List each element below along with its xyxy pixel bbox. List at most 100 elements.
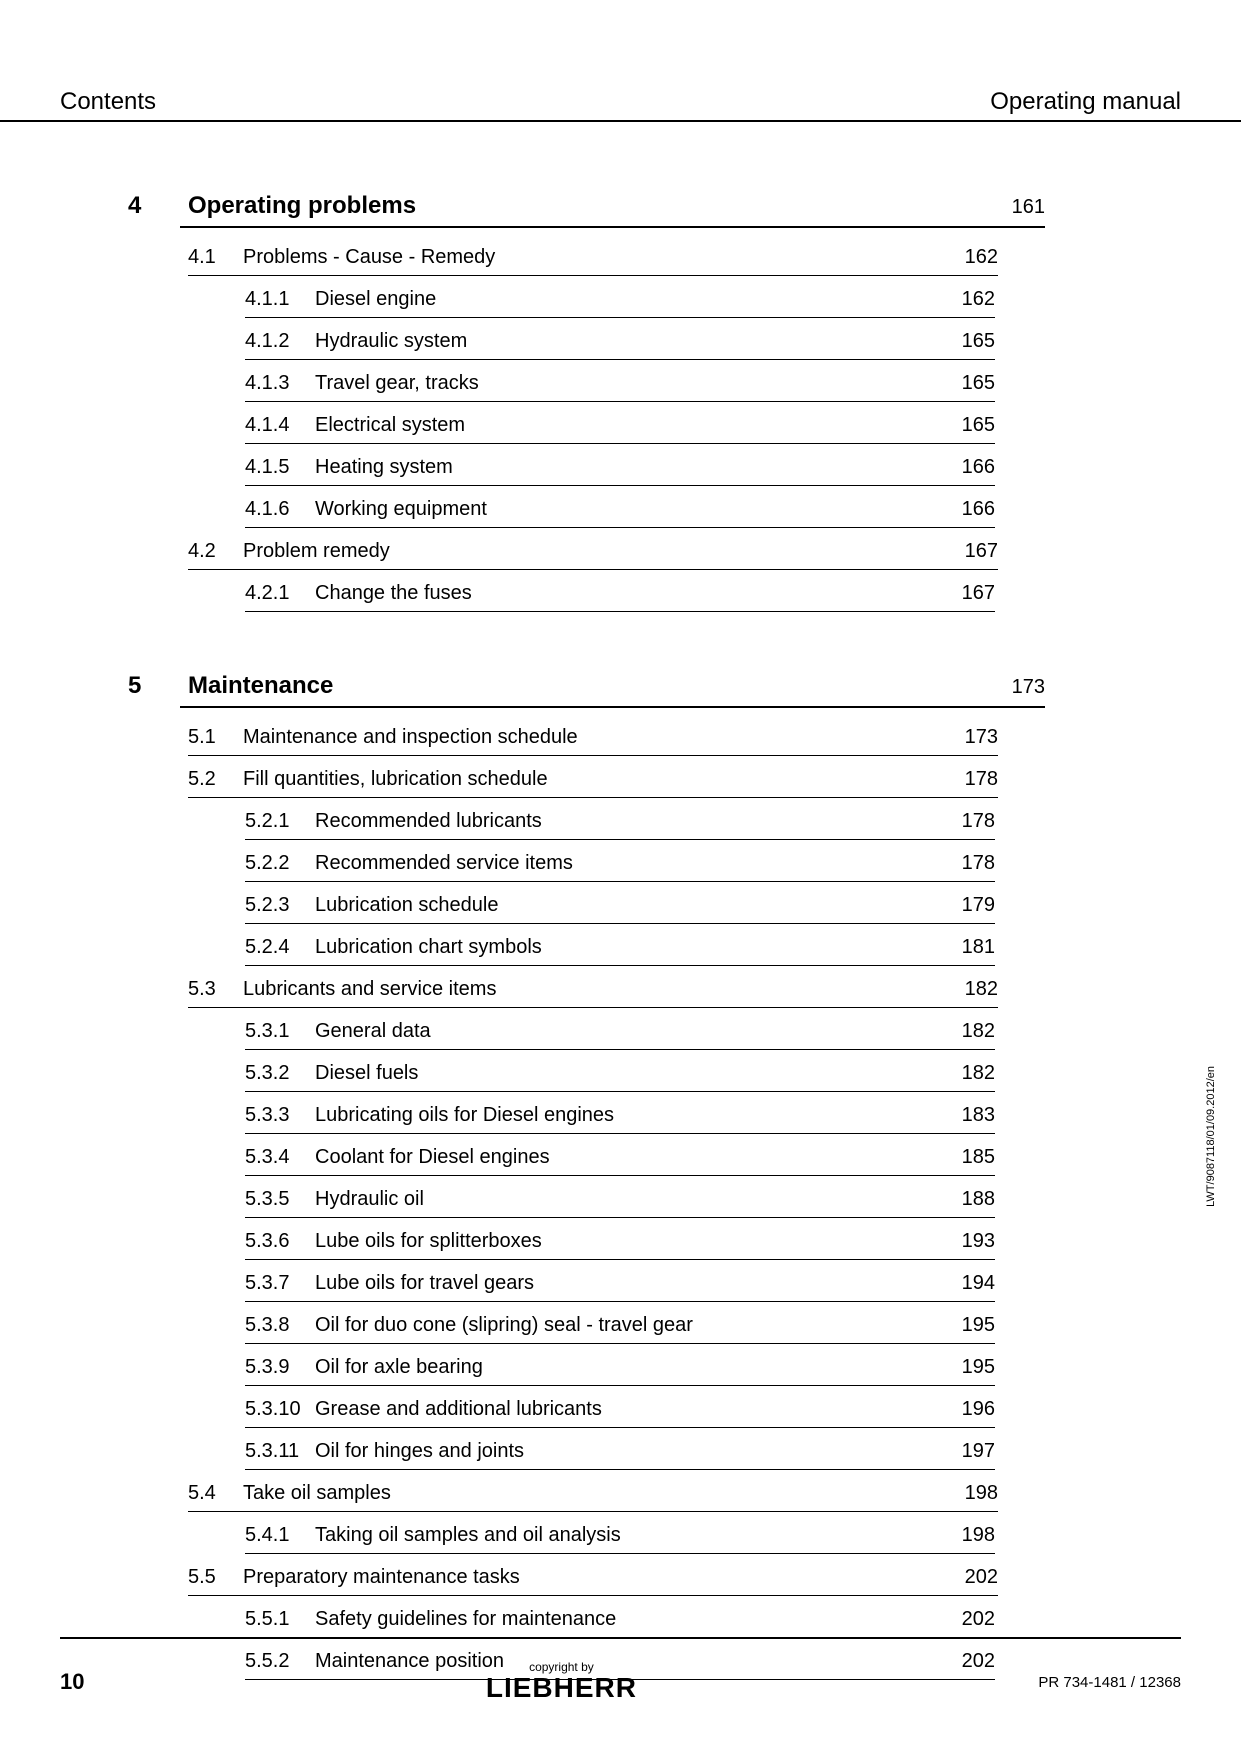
section-num: 5.2: [188, 768, 243, 791]
subsection-num: 4.1.2: [245, 330, 315, 353]
subsection-row: 5.4.1Taking oil samples and oil analysis…: [245, 1516, 995, 1554]
subsection-row: 4.1.4Electrical system165: [245, 406, 995, 444]
chapter-page: 161: [1012, 196, 1045, 219]
subsection-num: 4.1.4: [245, 414, 315, 437]
subsection-title: Lube oils for travel gears: [315, 1272, 962, 1295]
chapter-title-row: 4Operating problems161: [180, 192, 1045, 228]
subsection-title: Diesel fuels: [315, 1062, 962, 1085]
subsection-title: Electrical system: [315, 414, 962, 437]
subsection-num: 5.3.4: [245, 1146, 315, 1169]
section-row: 5.3Lubricants and service items182: [188, 970, 998, 1008]
subsection-page: 195: [962, 1314, 995, 1337]
section-num: 5.3: [188, 978, 243, 1001]
subsection-num: 4.1.3: [245, 372, 315, 395]
subsection-num: 5.3.10: [245, 1398, 315, 1421]
subsection-row: 5.3.11Oil for hinges and joints197: [245, 1432, 995, 1470]
subsection-page: 166: [962, 498, 995, 521]
subsection-title: Lubrication schedule: [315, 894, 962, 917]
chapter-title-row: 5Maintenance173: [180, 672, 1045, 708]
section-num: 5.1: [188, 726, 243, 749]
subsection-row: 4.1.2Hydraulic system165: [245, 322, 995, 360]
chapter-title: Maintenance: [188, 672, 1012, 700]
section-title: Take oil samples: [243, 1482, 965, 1505]
chapter: 5Maintenance173 5.1Maintenance and inspec…: [180, 672, 1181, 1680]
subsection-page: 179: [962, 894, 995, 917]
subsection-page: 178: [962, 852, 995, 875]
subsection-row: 4.1.6Working equipment166: [245, 490, 995, 528]
chapter-num: 4: [128, 192, 188, 220]
section-title: Maintenance and inspection schedule: [243, 726, 965, 749]
subsection-num: 5.2.1: [245, 810, 315, 833]
subsection-title: Oil for hinges and joints: [315, 1440, 962, 1463]
subsection-page: 197: [962, 1440, 995, 1463]
subsection-num: 5.2.2: [245, 852, 315, 875]
section-page: 167: [965, 540, 998, 563]
subsection-num: 5.2.3: [245, 894, 315, 917]
subsection-num: 4.1.1: [245, 288, 315, 311]
header-right: Operating manual: [990, 88, 1181, 116]
subsection-title: Recommended service items: [315, 852, 962, 875]
subsection-num: 4.1.5: [245, 456, 315, 479]
subsection-page: 182: [962, 1062, 995, 1085]
subsection-num: 5.3.7: [245, 1272, 315, 1295]
subsection-page: 183: [962, 1104, 995, 1127]
subsection-page: 202: [962, 1608, 995, 1631]
subsection-row: 5.3.2Diesel fuels182: [245, 1054, 995, 1092]
subsection-num: 5.3.11: [245, 1440, 315, 1463]
subsection-num: 5.5.1: [245, 1608, 315, 1631]
section-page: 173: [965, 726, 998, 749]
subsection-num: 5.3.9: [245, 1356, 315, 1379]
subsection-page: 165: [962, 414, 995, 437]
section-num: 5.5: [188, 1566, 243, 1589]
subsection-row: 5.3.3Lubricating oils for Diesel engines…: [245, 1096, 995, 1134]
subsection-row: 5.3.7Lube oils for travel gears194: [245, 1264, 995, 1302]
subsection-row: 4.1.3Travel gear, tracks165: [245, 364, 995, 402]
subsection-row: 5.3.5Hydraulic oil188: [245, 1180, 995, 1218]
subsection-page: 194: [962, 1272, 995, 1295]
subsection-title: Safety guidelines for maintenance: [315, 1608, 962, 1631]
subsection-page: 167: [962, 582, 995, 605]
section-row: 4.2Problem remedy167: [188, 532, 998, 570]
subsection-num: 4.1.6: [245, 498, 315, 521]
subsection-row: 5.3.10Grease and additional lubricants19…: [245, 1390, 995, 1428]
chapter-title: Operating problems: [188, 192, 1012, 220]
brand-text: LIEBHERR: [486, 1672, 637, 1703]
subsection-title: Oil for duo cone (slipring) seal - trave…: [315, 1314, 962, 1337]
subsection-page: 178: [962, 810, 995, 833]
section-page: 178: [965, 768, 998, 791]
subsection-row: 5.2.2Recommended service items178: [245, 844, 995, 882]
subsection-num: 5.3.2: [245, 1062, 315, 1085]
page-header: Contents Operating manual: [0, 0, 1241, 122]
section-title: Preparatory maintenance tasks: [243, 1566, 965, 1589]
subsection-page: 193: [962, 1230, 995, 1253]
subsection-page: 185: [962, 1146, 995, 1169]
subsection-row: 5.2.3Lubrication schedule179: [245, 886, 995, 924]
section-page: 182: [965, 978, 998, 1001]
footer-divider: [60, 1637, 1181, 1639]
subsection-page: 181: [962, 936, 995, 959]
subsection-page: 165: [962, 372, 995, 395]
section-page: 198: [965, 1482, 998, 1505]
section-title: Fill quantities, lubrication schedule: [243, 768, 965, 791]
side-text: LWT/9087118/01/09.2012/en: [1205, 1066, 1217, 1207]
section-row: 4.1Problems - Cause - Remedy162: [188, 238, 998, 276]
header-left: Contents: [60, 88, 156, 116]
section-page: 202: [965, 1566, 998, 1589]
subsection-page: 198: [962, 1524, 995, 1547]
subsection-title: General data: [315, 1020, 962, 1043]
section-row: 5.5Preparatory maintenance tasks202: [188, 1558, 998, 1596]
subsection-title: Working equipment: [315, 498, 962, 521]
section-title: Problem remedy: [243, 540, 965, 563]
doc-ref: PR 734-1481 / 12368: [1038, 1674, 1181, 1691]
chapter: 4Operating problems161 4.1Problems - Caus…: [180, 192, 1181, 612]
section-row: 5.1Maintenance and inspection schedule17…: [188, 718, 998, 756]
subsection-title: Oil for axle bearing: [315, 1356, 962, 1379]
subsection-title: Taking oil samples and oil analysis: [315, 1524, 962, 1547]
footer-center: copyright by LIEBHERR: [486, 1660, 637, 1704]
subsection-row: 5.2.1Recommended lubricants178: [245, 802, 995, 840]
subsection-num: 5.3.6: [245, 1230, 315, 1253]
section-title: Lubricants and service items: [243, 978, 965, 1001]
subsection-row: 4.2.1Change the fuses167: [245, 574, 995, 612]
subsection-title: Hydraulic oil: [315, 1188, 962, 1211]
chapter-num: 5: [128, 672, 188, 700]
